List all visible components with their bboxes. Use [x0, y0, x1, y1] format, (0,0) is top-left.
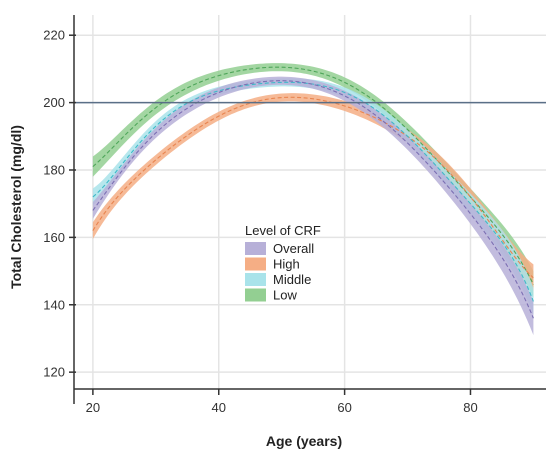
legend-swatch-low [245, 288, 266, 302]
y-tick-label: 120 [43, 365, 65, 380]
legend-label-overall: Overall [273, 241, 314, 256]
x-tick-label: 40 [212, 400, 226, 415]
legend-title: Level of CRF [245, 223, 321, 238]
y-tick-label: 200 [43, 95, 65, 110]
line-middle [92, 81, 534, 302]
legend-swatch-overall [245, 242, 266, 255]
y-tick-label: 180 [43, 162, 65, 177]
legend-label-low: Low [273, 288, 297, 303]
y-tick-label: 160 [43, 230, 65, 245]
series-lines [92, 66, 534, 319]
legend-swatch-high [245, 257, 266, 271]
x-tick-label: 80 [463, 400, 477, 415]
y-tick-label: 140 [43, 297, 65, 312]
line-high [92, 96, 534, 279]
band-high [92, 93, 534, 292]
axes: 120 140 160 180 200 220 20 40 60 80 [43, 15, 546, 415]
y-tick-label: 220 [43, 28, 65, 43]
x-axis-title: Age (years) [266, 433, 342, 449]
legend-label-high: High [273, 257, 300, 272]
confidence-bands [92, 63, 534, 336]
legend-label-middle: Middle [273, 272, 311, 287]
legend-swatch-middle [245, 273, 266, 286]
x-tick-label: 60 [337, 400, 351, 415]
y-axis-title: Total Cholesterol (mg/dl) [8, 125, 24, 289]
line-overall [92, 80, 534, 319]
x-tick-label: 20 [86, 400, 100, 415]
line-low [92, 66, 534, 285]
